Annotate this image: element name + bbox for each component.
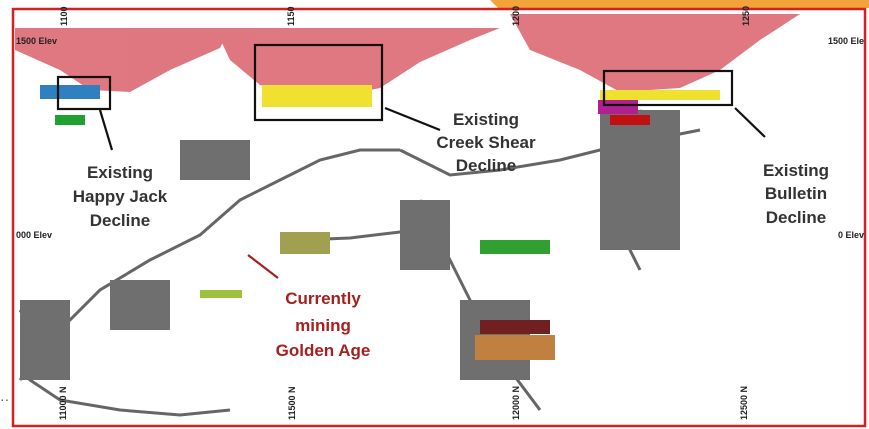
workings <box>18 85 720 417</box>
callout-line: Decline <box>456 156 516 175</box>
grid-label: 11000 N <box>58 386 68 420</box>
callouts: Existing Happy Jack Decline Existing Cre… <box>73 110 829 360</box>
callout-line: Existing <box>763 161 829 180</box>
elevation-label: 1500 Elev <box>16 36 57 46</box>
grid-label: 12000 N <box>511 386 521 420</box>
grid-label: 11500 N <box>287 386 297 420</box>
callout-line: Decline <box>766 208 826 227</box>
grid-label: 1100 <box>59 6 69 26</box>
grid-label: 1200 <box>511 6 521 26</box>
surface-pits <box>15 14 800 100</box>
callout-line: Decline <box>90 211 150 230</box>
callout-line: Existing <box>87 163 153 182</box>
callout-line: Creek Shear <box>436 133 536 152</box>
callout-line: Currently <box>285 289 361 308</box>
elevation-label: 0 Elev <box>838 230 864 240</box>
callout-line: Bulletin <box>765 184 827 203</box>
dots: ·· <box>0 391 9 407</box>
callout-line: Golden Age <box>276 341 371 360</box>
grid-label: 1250 <box>741 6 751 26</box>
callout-boxes <box>56 43 766 279</box>
decoration <box>490 0 869 10</box>
grid-label: 1150 <box>286 6 296 26</box>
callout-line: mining <box>295 316 351 335</box>
callout-line: Happy Jack <box>73 187 168 206</box>
grid-label: 12500 N <box>739 386 749 420</box>
elevation-label: 000 Elev <box>16 230 52 240</box>
callout-line: Existing <box>453 110 519 129</box>
elevation-label: 1500 Ele <box>828 36 864 46</box>
grid-labels: 1100 1150 1200 1250 11000 N 11500 N 1200… <box>16 6 864 420</box>
